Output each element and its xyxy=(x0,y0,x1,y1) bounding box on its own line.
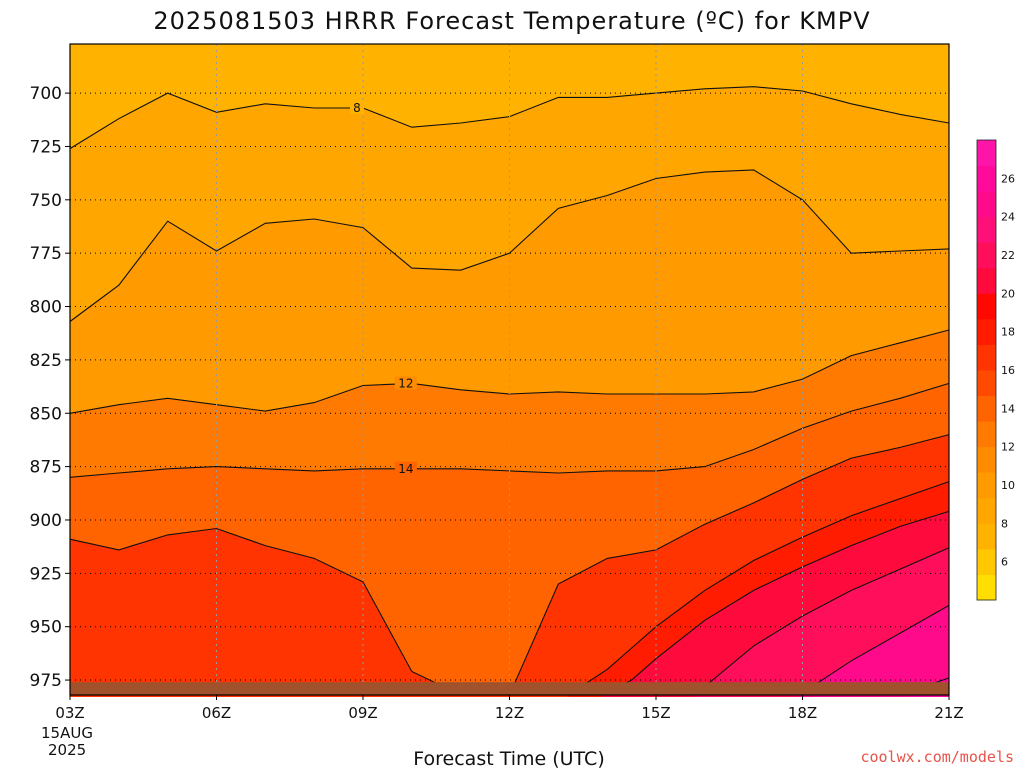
contour-labels: 8 12 14 xyxy=(350,101,417,476)
y-tick-label: 800 xyxy=(30,298,62,318)
y-tick-label: 725 xyxy=(30,137,62,157)
y-tick-label: 700 xyxy=(30,84,62,104)
contour-18 xyxy=(567,481,950,696)
y-tick-label: 975 xyxy=(30,671,62,691)
colorbar-swatch xyxy=(977,165,996,192)
ground-layer xyxy=(70,682,949,695)
x-tick-label: 12Z xyxy=(495,704,524,722)
y-axis: 700 725 750 775 800 825 850 875 900 925 950 975 xyxy=(30,84,70,691)
x-tick-label: 21Z xyxy=(934,704,963,722)
colorbar-frame xyxy=(976,139,997,601)
y-tick-label: 925 xyxy=(30,564,62,584)
contour-10 xyxy=(69,169,950,322)
colorbar-swatch xyxy=(977,370,996,397)
colorbar-tick-label: 20 xyxy=(1001,287,1015,300)
x-tick-label: 03Z xyxy=(55,704,84,722)
colorbar-tick-label: 14 xyxy=(1001,402,1015,415)
x-axis-label: Forecast Time (UTC) xyxy=(413,748,604,768)
colorbar-swatch xyxy=(977,293,996,320)
band-24 xyxy=(797,605,949,697)
y-tick-label: 825 xyxy=(30,351,62,371)
ground-fill xyxy=(70,682,949,695)
contour-20 xyxy=(602,510,950,696)
y-tick-label: 750 xyxy=(30,191,62,211)
colorbar-swatch xyxy=(977,523,996,550)
colorbar-swatch xyxy=(977,318,996,345)
x-tick-label: 09Z xyxy=(348,704,377,722)
colorbar-tick-label: 18 xyxy=(1001,326,1015,339)
contour-label-8: 8 xyxy=(353,101,361,115)
y-tick-label: 900 xyxy=(30,511,62,531)
colorbar-swatch xyxy=(977,344,996,371)
y-tick-label: 950 xyxy=(30,618,62,638)
colorbar-tick-label: 12 xyxy=(1001,441,1015,454)
x-tick-label: 18Z xyxy=(788,704,817,722)
colorbar-swatch xyxy=(977,421,996,448)
y-tick-label: 775 xyxy=(30,244,62,264)
colorbar-swatch xyxy=(977,446,996,473)
colorbar-tick-label: 26 xyxy=(1001,172,1015,185)
colorbar-swatch xyxy=(977,548,996,575)
colorbar-tick-label: 6 xyxy=(1001,556,1008,569)
chart-title: 2025081503 HRRR Forecast Temperature (ºC… xyxy=(153,7,870,35)
colorbar-swatch xyxy=(977,140,996,167)
contour-label-bg xyxy=(394,376,417,390)
colorbar: 6 8 10 12 14 16 18 20 22 24 26 xyxy=(976,139,1015,601)
x-date-year: 2025 xyxy=(48,741,86,759)
colorbar-tick-label: 16 xyxy=(1001,364,1015,377)
colorbar-swatch xyxy=(977,267,996,294)
colorbar-swatch xyxy=(977,574,996,601)
x-date-day: 15AUG xyxy=(41,724,93,742)
contour-label-bg xyxy=(350,101,364,115)
colorbar-tick-label: 8 xyxy=(1001,517,1008,530)
colorbar-swatch xyxy=(977,472,996,499)
colorbar-tick-label: 22 xyxy=(1001,249,1015,262)
x-tick-label: 06Z xyxy=(202,704,231,722)
y-tick-label: 875 xyxy=(30,458,62,478)
colorbar-swatch xyxy=(977,216,996,243)
contour-label-14: 14 xyxy=(398,462,413,476)
y-tick-label: 850 xyxy=(30,404,62,424)
colorbar-tick-label: 24 xyxy=(1001,211,1015,224)
x-axis: 03Z 06Z 09Z 12Z 15Z 18Z 21Z xyxy=(55,695,964,722)
plot-area: 8 12 14 xyxy=(69,43,950,697)
contour-label-bg xyxy=(394,461,417,475)
colorbar-swatch xyxy=(977,191,996,218)
x-tick-label: 15Z xyxy=(641,704,670,722)
contour-label-12: 12 xyxy=(398,376,413,390)
credit-text: coolwx.com/models xyxy=(860,748,1014,766)
colorbar-tick-label: 10 xyxy=(1001,479,1015,492)
colorbar-swatch xyxy=(977,395,996,422)
colorbar-swatch xyxy=(977,242,996,269)
colorbar-swatch xyxy=(977,497,996,524)
